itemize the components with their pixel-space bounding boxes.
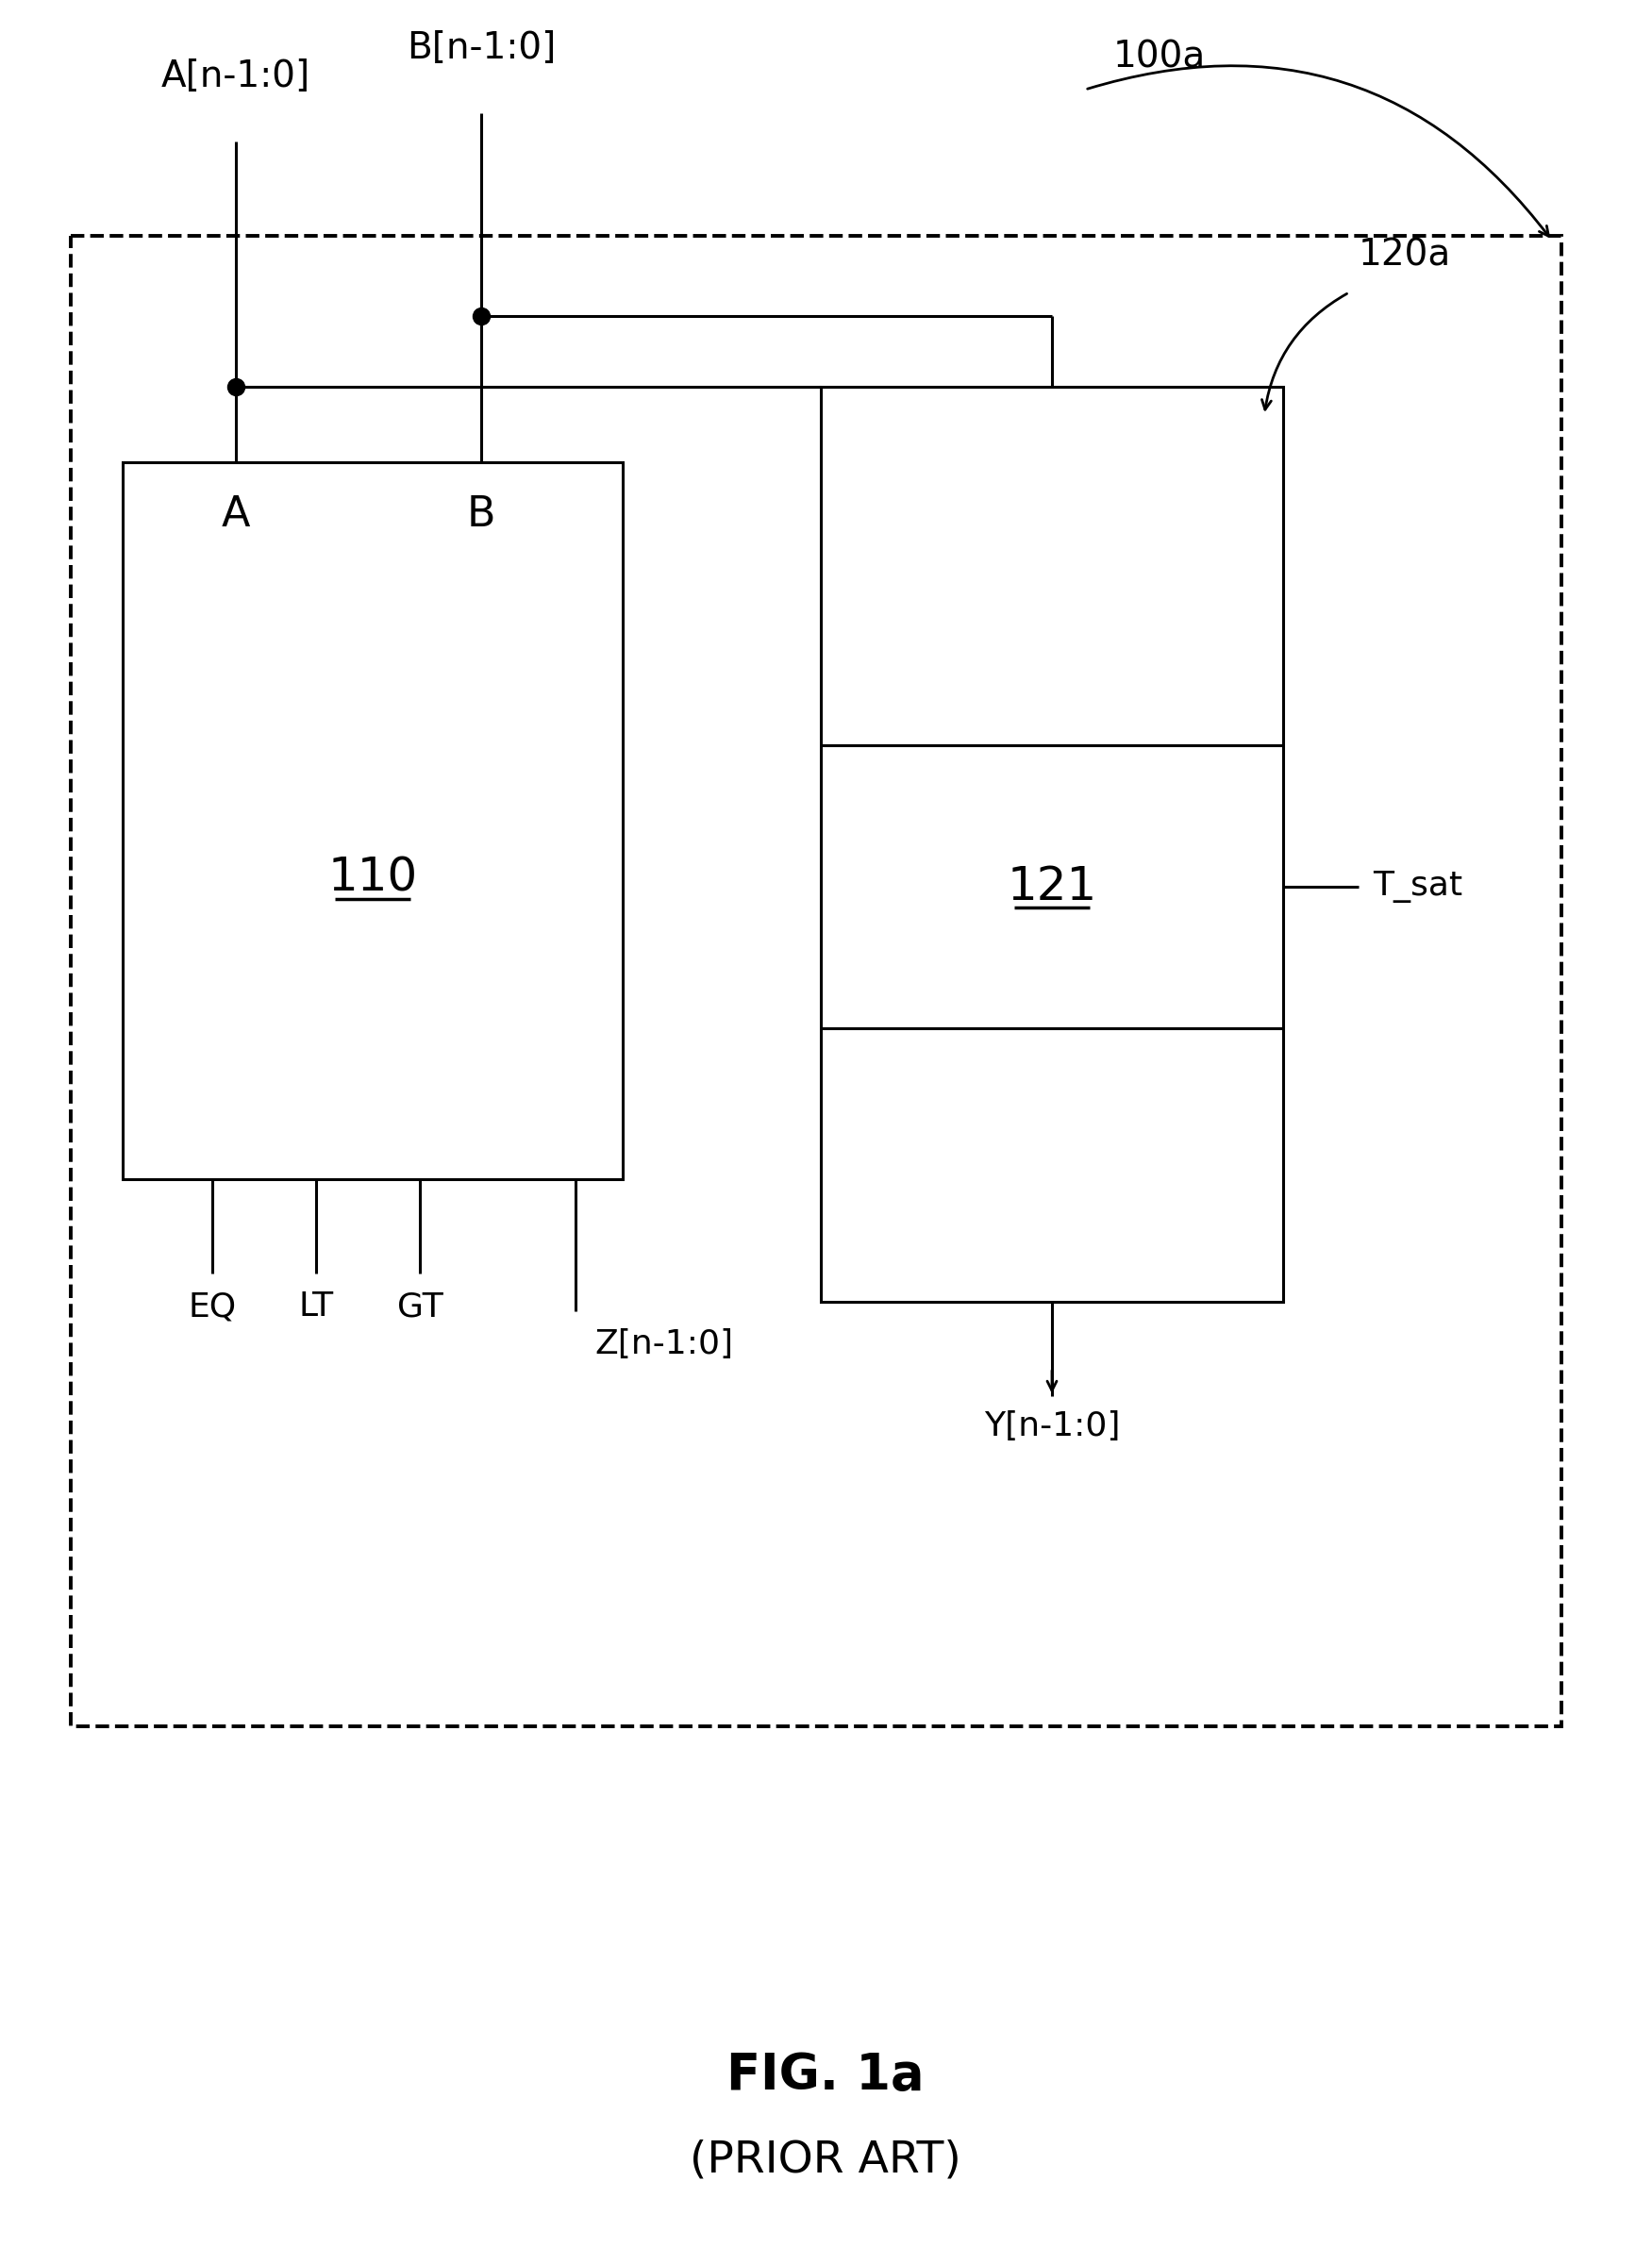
Text: Y[n-1:0]: Y[n-1:0] — [985, 1410, 1120, 1442]
Text: LT: LT — [299, 1290, 334, 1322]
Text: FIG. 1a: FIG. 1a — [727, 2051, 925, 2101]
Text: A[n-1:0]: A[n-1:0] — [162, 59, 311, 95]
Text: (PRIOR ART): (PRIOR ART) — [691, 2139, 961, 2182]
Text: B[n-1:0]: B[n-1:0] — [406, 29, 555, 66]
Text: B: B — [468, 494, 496, 534]
Text: 120a: 120a — [1358, 238, 1450, 274]
Text: GT: GT — [396, 1290, 443, 1322]
Bar — [71, 235, 1561, 1725]
Bar — [821, 387, 1284, 1302]
Bar — [122, 462, 623, 1180]
Text: 100a: 100a — [1113, 38, 1206, 75]
Text: 110: 110 — [327, 856, 418, 901]
Text: T_sat: T_sat — [1373, 872, 1462, 903]
Text: 121: 121 — [1008, 865, 1097, 910]
Text: Z[n-1:0]: Z[n-1:0] — [595, 1329, 733, 1361]
Text: A: A — [221, 494, 249, 534]
Text: EQ: EQ — [188, 1290, 236, 1322]
